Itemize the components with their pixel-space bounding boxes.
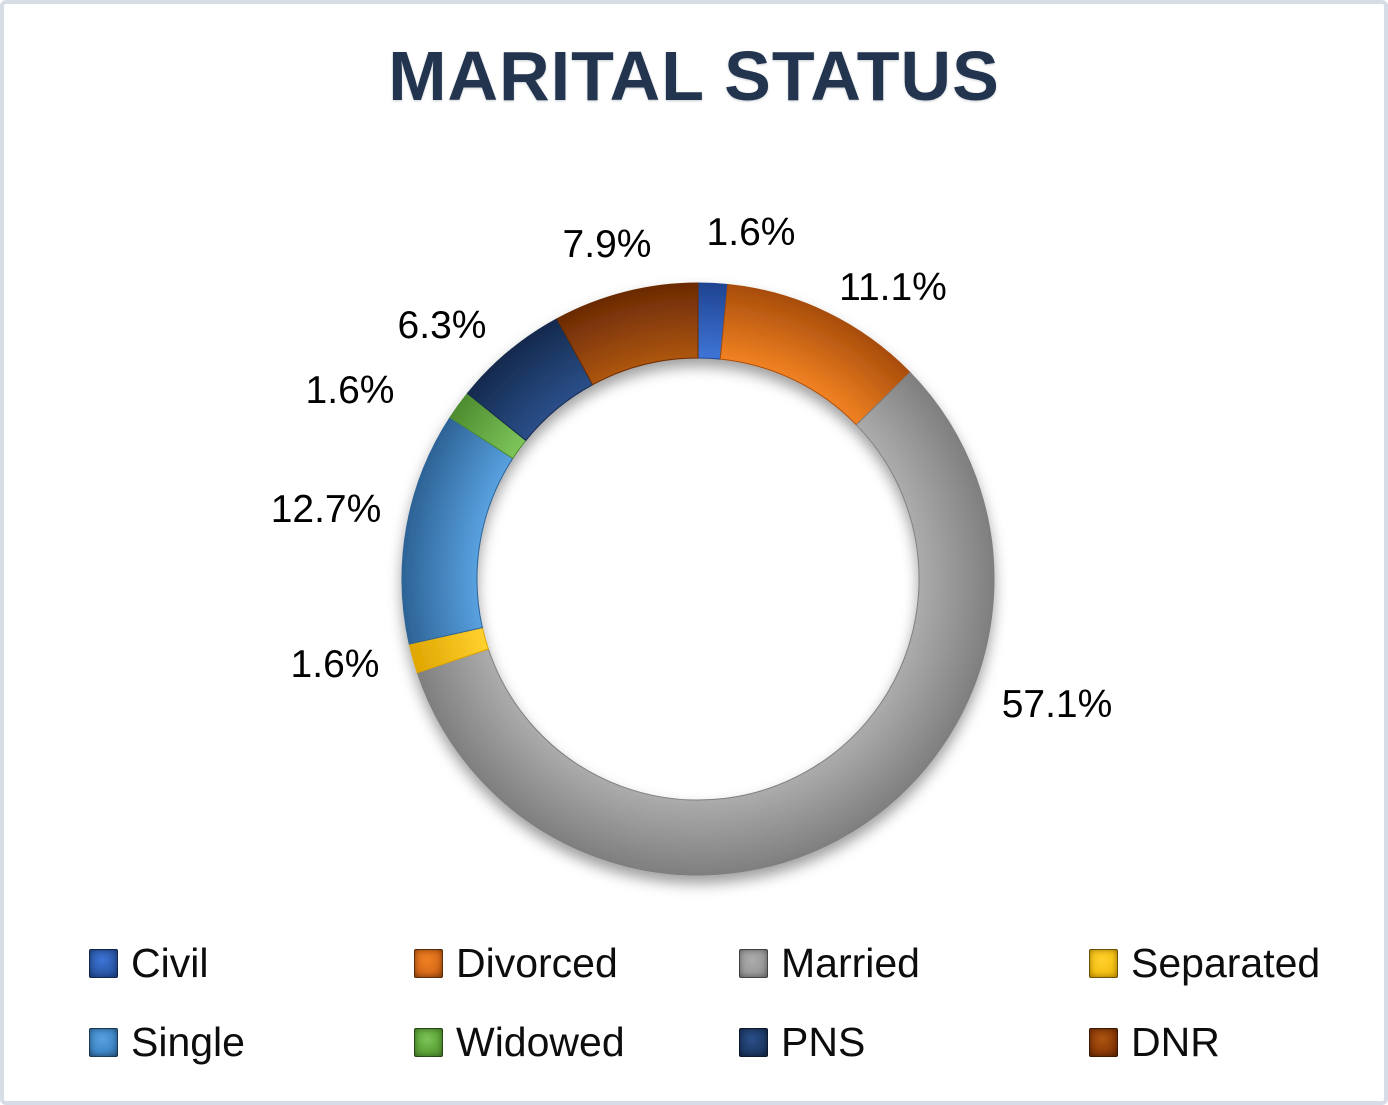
legend-label-single: Single (131, 1018, 245, 1065)
data-label-single: 12.7% (270, 488, 382, 531)
legend-item-pns: PNS (739, 1019, 865, 1065)
data-label-civil: 1.6% (706, 211, 796, 254)
legend-item-married: Married (739, 940, 920, 986)
legend-item-separated: Separated (1089, 940, 1320, 986)
legend-label-separated: Separated (1131, 939, 1321, 986)
data-label-widowed: 1.6% (305, 369, 395, 412)
legend-swatch-dnr-icon (1089, 1027, 1118, 1057)
legend-item-single: Single (89, 1019, 245, 1065)
data-label-pns: 6.3% (397, 304, 487, 347)
slice-dnr (556, 282, 699, 386)
slice-married (416, 371, 995, 876)
donut-chart (401, 282, 995, 876)
data-label-married: 57.1% (1001, 683, 1113, 726)
legend-item-divorced: Divorced (414, 940, 618, 986)
legend-swatch-civil-icon (89, 948, 118, 978)
legend-item-civil: Civil (89, 940, 208, 986)
legend-swatch-single-icon (89, 1027, 118, 1057)
data-label-separated: 1.6% (290, 643, 380, 686)
legend-label-dnr: DNR (1131, 1018, 1220, 1065)
legend-swatch-separated-icon (1089, 948, 1118, 978)
data-label-divorced: 11.1% (839, 266, 947, 309)
slice-single (401, 416, 514, 645)
legend-swatch-pns-icon (739, 1027, 768, 1057)
legend-label-divorced: Divorced (456, 939, 618, 986)
legend-label-civil: Civil (131, 939, 209, 986)
legend-label-pns: PNS (781, 1018, 866, 1065)
legend-swatch-widowed-icon (414, 1027, 443, 1057)
legend-label-widowed: Widowed (456, 1018, 625, 1065)
legend-swatch-divorced-icon (414, 948, 443, 978)
legend-item-widowed: Widowed (414, 1019, 625, 1065)
legend-swatch-married-icon (739, 948, 768, 978)
chart-title: MARITAL STATUS (388, 37, 1000, 115)
legend-item-dnr: DNR (1089, 1019, 1220, 1065)
data-label-dnr: 7.9% (562, 223, 652, 266)
legend-label-married: Married (781, 939, 920, 986)
